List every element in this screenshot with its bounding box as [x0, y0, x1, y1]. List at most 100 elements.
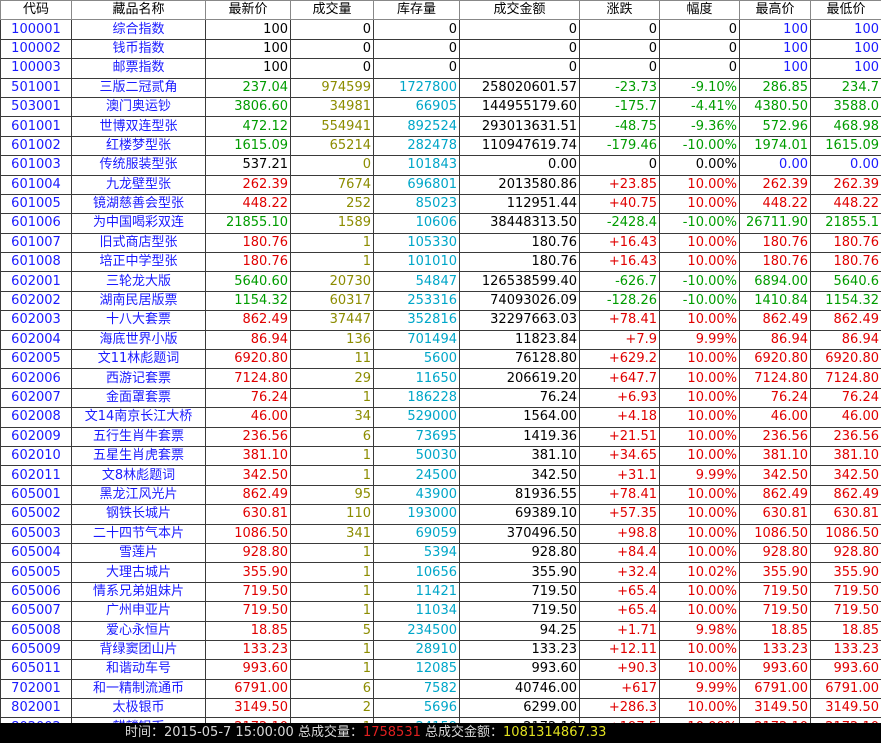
row-name: 太极银币: [71, 698, 206, 719]
row-name: 湖南民居版票: [71, 290, 206, 312]
table-row[interactable]: 605003 二十四节气本片 1086.50 341 69059 370496.50 +98…: [0, 523, 881, 544]
table-row[interactable]: 605008 爱心永恒片 18.85 5 234500 94.25 +1.71 9.98% 18…: [0, 620, 881, 641]
table-row[interactable]: 802001 太极银币 3149.50 2 5696 6299.00 +286.3 10.00…: [0, 698, 881, 719]
table-row[interactable]: 601004 九龙壁型张 262.39 7674 696801 2013580.86 +23…: [0, 174, 881, 195]
row-amount: 81936.55: [459, 484, 580, 506]
table-row[interactable]: 605004 雪莲片 928.80 1 5394 928.80 +84.4 10.00% 928…: [0, 542, 881, 564]
table-row[interactable]: 100003 邮票指数 100 0 0 0 0 0 100 100: [0, 58, 881, 79]
table-row[interactable]: 601007 旧式商店型张 180.76 1 105330 180.76 +16.43 10.…: [0, 232, 881, 254]
row-amount: 2013580.86: [459, 174, 580, 195]
header-amount[interactable]: 成交金额: [459, 0, 580, 21]
status-volume-label: 总成交量：: [297, 725, 363, 740]
row-stock: 529000: [373, 407, 460, 428]
row-name: 三轮龙大版: [71, 271, 206, 292]
row-amount: 258020601.57: [459, 77, 580, 98]
table-row[interactable]: 602001 三轮龙大版 5640.60 20730 54847 126538599.40…: [0, 271, 881, 292]
table-row[interactable]: 601008 培正中学型张 180.76 1 101010 180.76 +16.43 10.…: [0, 252, 881, 273]
row-pct: 10.00%: [659, 698, 740, 719]
table-row[interactable]: 503001 澳门奥运钞 3806.60 34981 66905 144955179.60…: [0, 96, 881, 118]
table-row[interactable]: 605011 和谐动车号 993.60 1 12085 993.60 +90.3 10.00%…: [0, 659, 881, 680]
row-name: 文11林彪题词: [71, 349, 206, 370]
table-row[interactable]: 100001 综合指数 100 0 0 0 0 0 100 100: [0, 19, 881, 40]
row-name: 大理古城片: [71, 562, 206, 583]
table-row[interactable]: 602004 海底世界小版 86.94 136 701494 11823.84 +7.9 9.…: [0, 329, 881, 351]
row-code: 601003: [0, 155, 72, 176]
table-row[interactable]: 601003 传统服装型张 537.21 0 101843 0.00 0 0.00% 0.00 0…: [0, 155, 881, 176]
table-row[interactable]: 602011 文8林彪题词 342.50 1 24500 342.50 +31.1 9.99%…: [0, 465, 881, 486]
row-amount: 293013631.51: [459, 116, 580, 137]
row-high: 26711.90: [739, 213, 811, 234]
row-volume: 1: [290, 542, 374, 564]
row-high: 46.00: [739, 407, 811, 428]
row-low: 100: [810, 58, 881, 79]
header-change[interactable]: 涨跌: [579, 0, 660, 21]
row-price: 719.50: [205, 581, 291, 603]
table-row[interactable]: 100002 钱币指数 100 0 0 0 0 0 100 100: [0, 38, 881, 60]
table-row[interactable]: 602003 十八大套票 862.49 37447 352816 32297663.03 +…: [0, 310, 881, 331]
row-price: 862.49: [205, 310, 291, 331]
row-low: 719.50: [810, 581, 881, 603]
header-price[interactable]: 最新价: [205, 0, 291, 21]
row-stock: 1727800: [373, 77, 460, 98]
row-price: 6920.80: [205, 349, 291, 370]
status-time-label: 时间：: [125, 725, 165, 740]
table-row[interactable]: 605009 背绿窦团山片 133.23 1 28910 133.23 +12.11 10.0…: [0, 639, 881, 661]
table-row[interactable]: 602005 文11林彪题词 6920.80 11 5600 76128.80 +629.2…: [0, 349, 881, 370]
header-volume[interactable]: 成交量: [290, 0, 374, 21]
table-row[interactable]: 602002 湖南民居版票 1154.32 60317 253316 74093026.0…: [0, 290, 881, 312]
row-stock: 701494: [373, 329, 460, 351]
row-code: 601001: [0, 116, 72, 137]
row-code: 605008: [0, 620, 72, 641]
table-row[interactable]: 605001 黑龙江风光片 862.49 95 43900 81936.55 +78.41 1…: [0, 484, 881, 506]
row-code: 605006: [0, 581, 72, 603]
table-row[interactable]: 702001 和一精制流通币 6791.00 6 7582 40746.00 +617 9.9…: [0, 678, 881, 700]
table-row[interactable]: 602008 文14南京长江大桥 46.00 34 529000 1564.00 +4.18…: [0, 407, 881, 428]
table-row[interactable]: 601006 为中国喝彩双连 21855.10 1589 10606 38448313.5…: [0, 213, 881, 234]
header-stock[interactable]: 库存量: [373, 0, 460, 21]
row-high: 381.10: [739, 445, 811, 467]
row-change: +98.8: [579, 523, 660, 544]
header-code[interactable]: 代码: [0, 0, 72, 21]
table-row[interactable]: 501001 三版二冠贰角 237.04 974599 1727800 258020601…: [0, 77, 881, 98]
table-row[interactable]: 605002 钢铁长城片 630.81 110 193000 69389.10 +57.35…: [0, 504, 881, 525]
row-code: 602002: [0, 290, 72, 312]
row-volume: 0: [290, 155, 374, 176]
row-price: 1615.09: [205, 135, 291, 157]
row-low: 381.10: [810, 445, 881, 467]
row-code: 503001: [0, 96, 72, 118]
table-row[interactable]: 605006 情系兄弟姐妹片 719.50 1 11421 719.50 +65.4 10.0…: [0, 581, 881, 603]
row-amount: 719.50: [459, 581, 580, 603]
header-name[interactable]: 藏品名称: [71, 0, 206, 21]
row-amount: 180.76: [459, 252, 580, 273]
row-stock: 43900: [373, 484, 460, 506]
row-change: +7.9: [579, 329, 660, 351]
row-name: 二十四节气本片: [71, 523, 206, 544]
row-change: 0: [579, 19, 660, 40]
row-stock: 253316: [373, 290, 460, 312]
row-volume: 341: [290, 523, 374, 544]
table-row[interactable]: 602010 五星生肖虎套票 381.10 1 50030 381.10 +34.65 10.…: [0, 445, 881, 467]
row-low: 100: [810, 38, 881, 60]
header-pct[interactable]: 幅度: [659, 0, 740, 21]
table-row[interactable]: 605007 广州申亚片 719.50 1 11034 719.50 +65.4 10.00%…: [0, 601, 881, 622]
row-low: 262.39: [810, 174, 881, 195]
row-change: +647.7: [579, 368, 660, 389]
table-row[interactable]: 601005 镜湖慈善会型张 448.22 252 85023 112951.44 +40.…: [0, 193, 881, 215]
header-high[interactable]: 最高价: [739, 0, 811, 21]
row-pct: 10.00%: [659, 174, 740, 195]
row-stock: 282478: [373, 135, 460, 157]
row-high: 928.80: [739, 542, 811, 564]
header-low[interactable]: 最低价: [810, 0, 881, 21]
table-row[interactable]: 605005 大理古城片 355.90 1 10656 355.90 +32.4 10.02%…: [0, 562, 881, 583]
row-change: +6.93: [579, 387, 660, 409]
row-amount: 206619.20: [459, 368, 580, 389]
table-row[interactable]: 601002 红楼梦型张 1615.09 65214 282478 110947619.7…: [0, 135, 881, 157]
table-row[interactable]: 601001 世博双连型张 472.12 554941 892524 293013631.…: [0, 116, 881, 137]
table-row[interactable]: 602009 五行生肖牛套票 236.56 6 73695 1419.36 +21.51 10…: [0, 426, 881, 447]
row-amount: 76128.80: [459, 349, 580, 370]
table-row[interactable]: 602006 西游记套票 7124.80 29 11650 206619.20 +647.7…: [0, 368, 881, 389]
row-change: +4.18: [579, 407, 660, 428]
table-row[interactable]: 602007 金面罩套票 76.24 1 186228 76.24 +6.93 10.00% 7…: [0, 387, 881, 409]
status-amount: 1081314867.33: [503, 725, 607, 740]
row-pct: -10.00%: [659, 290, 740, 312]
